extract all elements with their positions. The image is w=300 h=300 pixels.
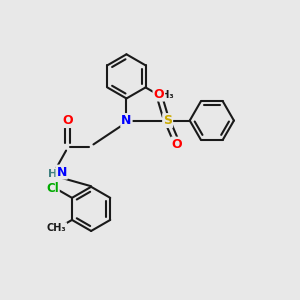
- Text: O: O: [154, 88, 164, 100]
- Text: N: N: [121, 114, 132, 127]
- Text: N: N: [56, 166, 67, 178]
- Text: Cl: Cl: [46, 182, 59, 195]
- Text: CH₃: CH₃: [47, 223, 66, 233]
- Text: O: O: [62, 114, 73, 127]
- Text: O: O: [171, 138, 182, 151]
- Text: CH₃: CH₃: [154, 90, 174, 100]
- Text: H: H: [48, 169, 58, 178]
- Text: S: S: [163, 114, 172, 127]
